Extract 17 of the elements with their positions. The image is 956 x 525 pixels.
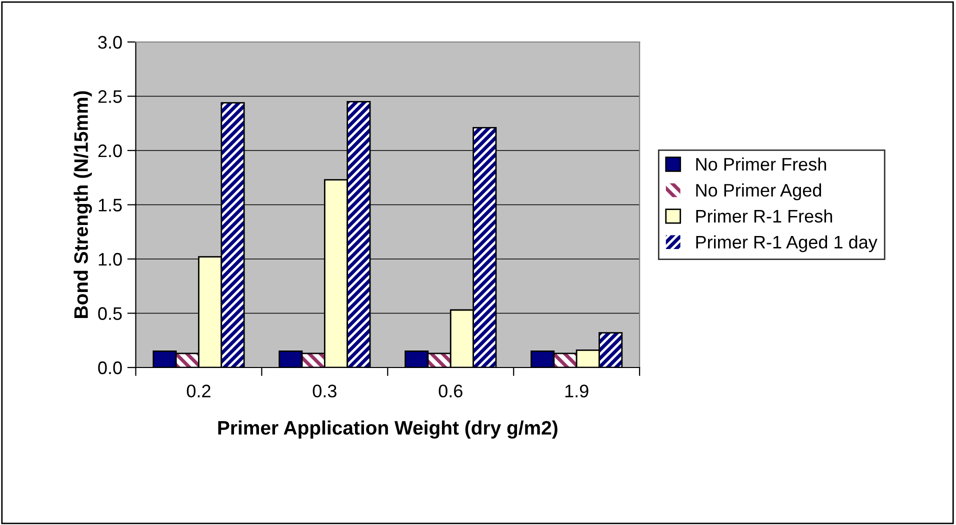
y-tick-label: 3.0 bbox=[98, 36, 122, 49]
y-tick-label: 1.0 bbox=[98, 252, 122, 266]
x-tick-label: 0.6 bbox=[438, 384, 462, 398]
x-axis-title: Primer Application Weight (dry g/m2) bbox=[218, 420, 558, 439]
legend-label: Primer R-1 Aged 1 day bbox=[696, 235, 878, 252]
legend-label: No Primer Aged bbox=[696, 183, 822, 200]
y-tick-label: 2.5 bbox=[98, 90, 122, 103]
legend-label: Primer R-1 Fresh bbox=[696, 209, 832, 223]
y-tick-label: 2.0 bbox=[98, 144, 122, 158]
y-tick-label: 1.5 bbox=[98, 198, 122, 212]
y-axis-title: Bond Strength (N/15mm) bbox=[74, 91, 92, 318]
y-tick-label: 0.0 bbox=[98, 361, 122, 374]
y-tick-label: 0.5 bbox=[98, 307, 122, 320]
legend-label: No Primer Fresh bbox=[696, 157, 826, 171]
x-tick-label: 0.2 bbox=[186, 384, 210, 398]
x-tick-label: 0.3 bbox=[312, 384, 336, 398]
x-tick-label: 1.9 bbox=[565, 384, 588, 398]
